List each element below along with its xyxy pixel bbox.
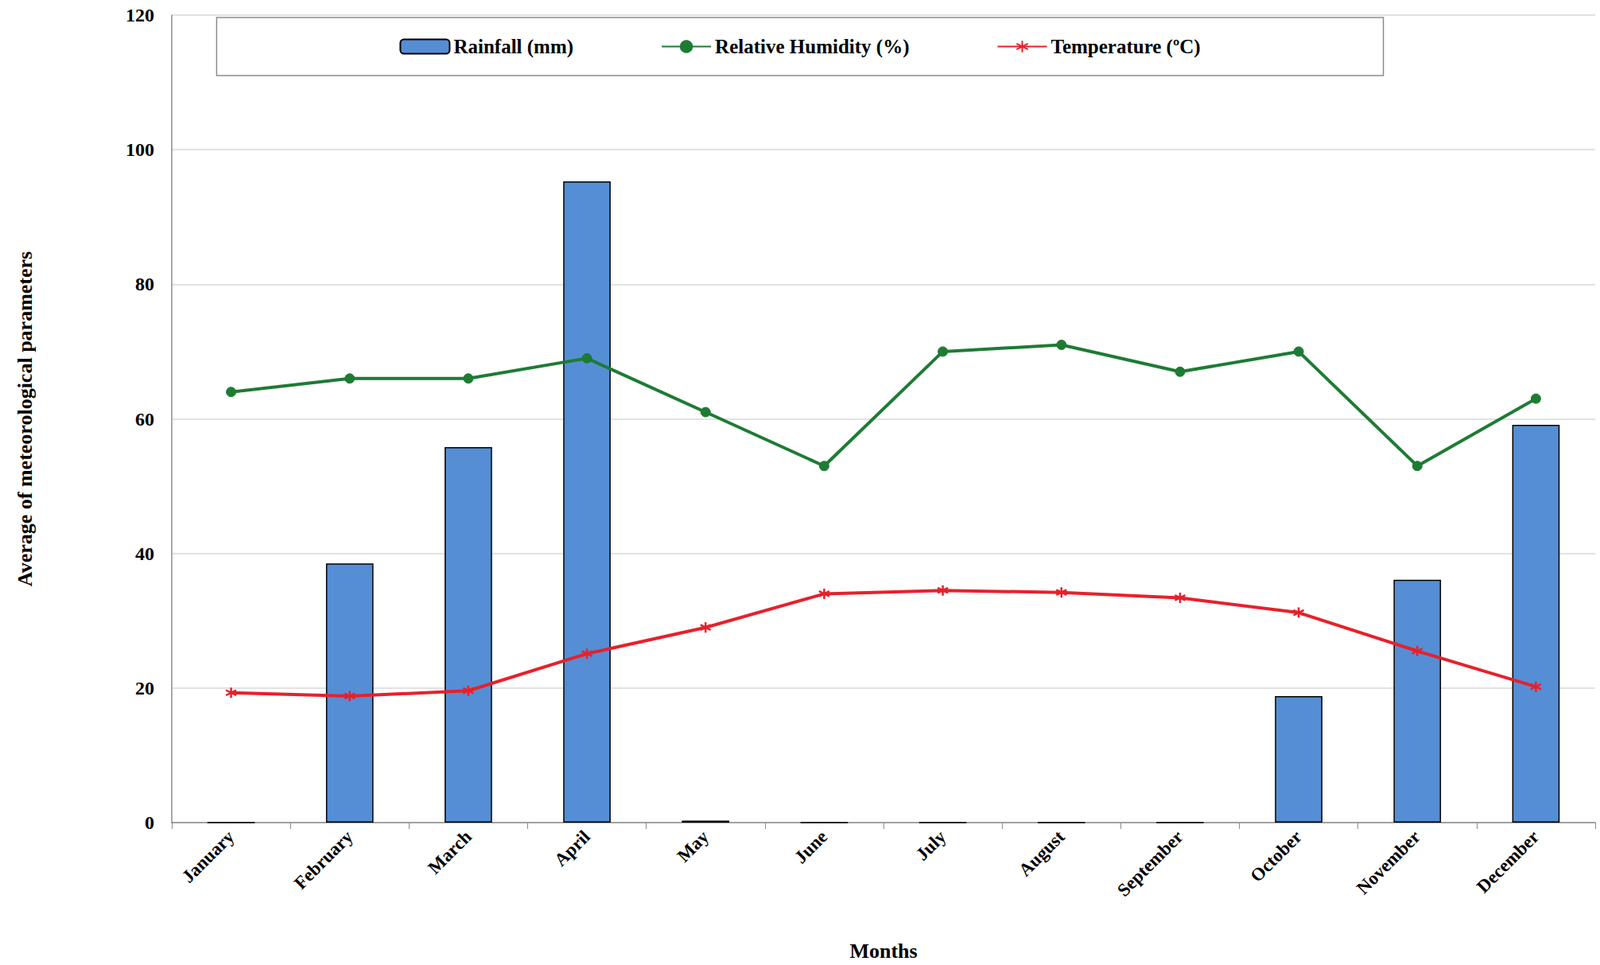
svg-text:May: May [673,826,714,867]
svg-text:December: December [1472,826,1543,897]
svg-text:November: November [1352,826,1425,898]
svg-text:January: January [178,826,239,887]
svg-text:Temperature (ºC): Temperature (ºC) [1051,35,1201,59]
svg-text:120: 120 [125,4,155,26]
svg-text:April: April [550,826,595,870]
svg-text:August: August [1014,826,1069,881]
svg-text:October: October [1246,826,1306,886]
svg-text:60: 60 [135,408,155,430]
svg-text:20: 20 [135,677,155,699]
svg-text:100: 100 [125,139,155,160]
svg-text:Rainfall (mm): Rainfall (mm) [453,35,574,59]
svg-text:September: September [1113,826,1188,901]
svg-text:Relative Humidity (%): Relative Humidity (%) [714,35,909,59]
svg-text:40: 40 [135,543,155,564]
svg-text:June: June [790,826,832,867]
svg-text:February: February [290,826,358,894]
svg-text:July: July [912,826,951,865]
svg-text:March: March [423,826,475,878]
svg-text:Months: Months [849,939,917,963]
svg-text:80: 80 [135,273,155,295]
svg-text:Average of meteorological para: Average of meteorological parameters [13,251,37,587]
svg-text:0: 0 [144,811,155,833]
